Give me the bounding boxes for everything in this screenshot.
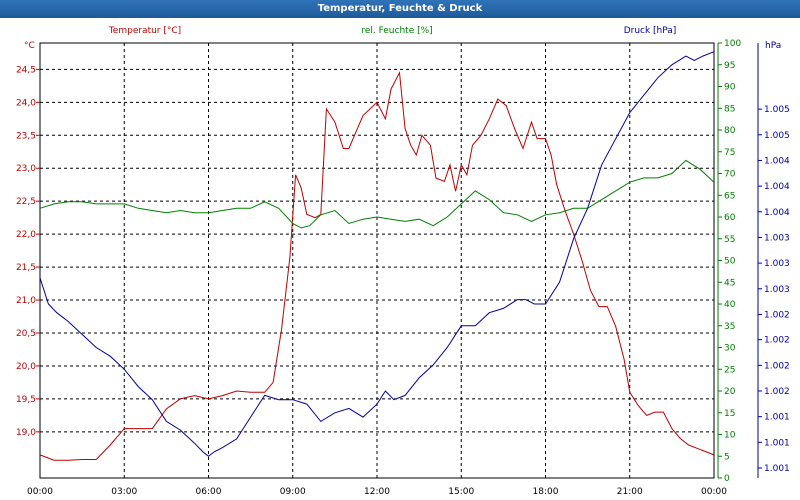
humidity-tick-label: 0 <box>724 474 730 484</box>
pressure-tick-label: 1.005 <box>764 131 790 141</box>
series-layer <box>39 51 715 461</box>
x-tick-time: 15:00 <box>448 487 474 497</box>
humidity-tick-label: 25 <box>724 365 735 375</box>
humidity-tick-label: 20 <box>724 387 736 397</box>
humidity-tick-label: 80 <box>724 126 736 136</box>
temperature-tick-label: 22,0 <box>16 230 36 240</box>
pressure-series-line <box>39 51 715 457</box>
temperature-tick-label: 21,5 <box>16 263 36 273</box>
pressure-unit-label: hPa <box>765 41 781 51</box>
temperature-tick-label: 23,0 <box>16 164 36 174</box>
humidity-tick-label: 70 <box>724 170 736 180</box>
humidity-tick-label: 5 <box>724 452 730 462</box>
temperature-tick-label: 24,0 <box>16 98 36 108</box>
pressure-tick-label: 1.004 <box>764 156 790 166</box>
window-title: Temperatur, Feuchte & Druck <box>0 0 800 18</box>
temperature-tick-label: 20,0 <box>16 362 36 372</box>
pressure-tick-label: 1.002 <box>764 387 790 397</box>
pressure-tick-label: 1.004 <box>764 182 790 192</box>
x-tick-time: 09:00 <box>280 487 306 497</box>
humidity-tick-label: 15 <box>724 409 735 419</box>
temperature-unit-label: °C <box>24 41 35 51</box>
humidity-tick-label: 65 <box>724 191 735 201</box>
x-tick-time: 03:00 <box>111 487 137 497</box>
temperature-tick-label: 19,5 <box>16 395 36 405</box>
humidity-tick-label: 55 <box>724 235 735 245</box>
x-tick-time: 00:00 <box>701 487 727 497</box>
humidity-tick-label: 35 <box>724 322 735 332</box>
humidity-axis-title: rel. Feuchte [%] <box>361 26 432 36</box>
humidity-tick-label: 45 <box>724 278 735 288</box>
pressure-tick-label: 1.002 <box>764 336 790 346</box>
pressure-tick-label: 1.003 <box>764 285 790 295</box>
pressure-tick-label: 1.002 <box>764 310 790 320</box>
pressure-tick-label: 1.001 <box>764 413 790 423</box>
pressure-tick-label: 1.003 <box>764 259 790 269</box>
humidity-series-line <box>39 159 715 229</box>
temperature-tick-label: 21,0 <box>16 296 36 306</box>
temperature-tick-label: 22,5 <box>16 197 36 207</box>
humidity-tick-label: 10 <box>724 431 736 441</box>
humidity-tick-label: 85 <box>724 104 735 114</box>
chart-area: 00:0009.08.2403:0009.08.2406:0009.08.240… <box>16 26 790 497</box>
pressure-axis-title: Druck [hPa] <box>624 26 677 36</box>
pressure-tick-label: 1.001 <box>764 464 790 474</box>
temperature-axis-title: Temperatur [°C] <box>108 26 181 36</box>
humidity-tick-label: 60 <box>724 213 736 223</box>
humidity-tick-label: 100 <box>724 39 741 49</box>
temperature-tick-label: 19,0 <box>16 428 36 438</box>
axis-layer: 00:0009.08.2403:0009.08.2406:0009.08.240… <box>16 39 790 497</box>
temperature-tick-label: 24,5 <box>16 65 36 75</box>
temperature-series-line <box>39 70 715 461</box>
pressure-tick-label: 1.002 <box>764 361 790 371</box>
x-tick-time: 06:00 <box>196 487 222 497</box>
humidity-tick-label: 30 <box>724 344 736 354</box>
pressure-tick-label: 1.005 <box>764 105 790 115</box>
humidity-tick-label: 75 <box>724 148 735 158</box>
temperature-tick-label: 20,5 <box>16 329 36 339</box>
humidity-tick-label: 95 <box>724 61 735 71</box>
x-tick-time: 21:00 <box>617 487 643 497</box>
humidity-tick-label: 40 <box>724 300 736 310</box>
x-tick-time: 18:00 <box>533 487 559 497</box>
x-tick-time: 00:00 <box>27 487 53 497</box>
pressure-tick-label: 1.003 <box>764 233 790 243</box>
pressure-tick-label: 1.004 <box>764 208 790 218</box>
temperature-tick-label: 23,5 <box>16 131 36 141</box>
pressure-tick-label: 1.001 <box>764 438 790 448</box>
x-tick-time: 12:00 <box>364 487 390 497</box>
humidity-tick-label: 50 <box>724 257 736 267</box>
humidity-tick-label: 90 <box>724 83 736 93</box>
